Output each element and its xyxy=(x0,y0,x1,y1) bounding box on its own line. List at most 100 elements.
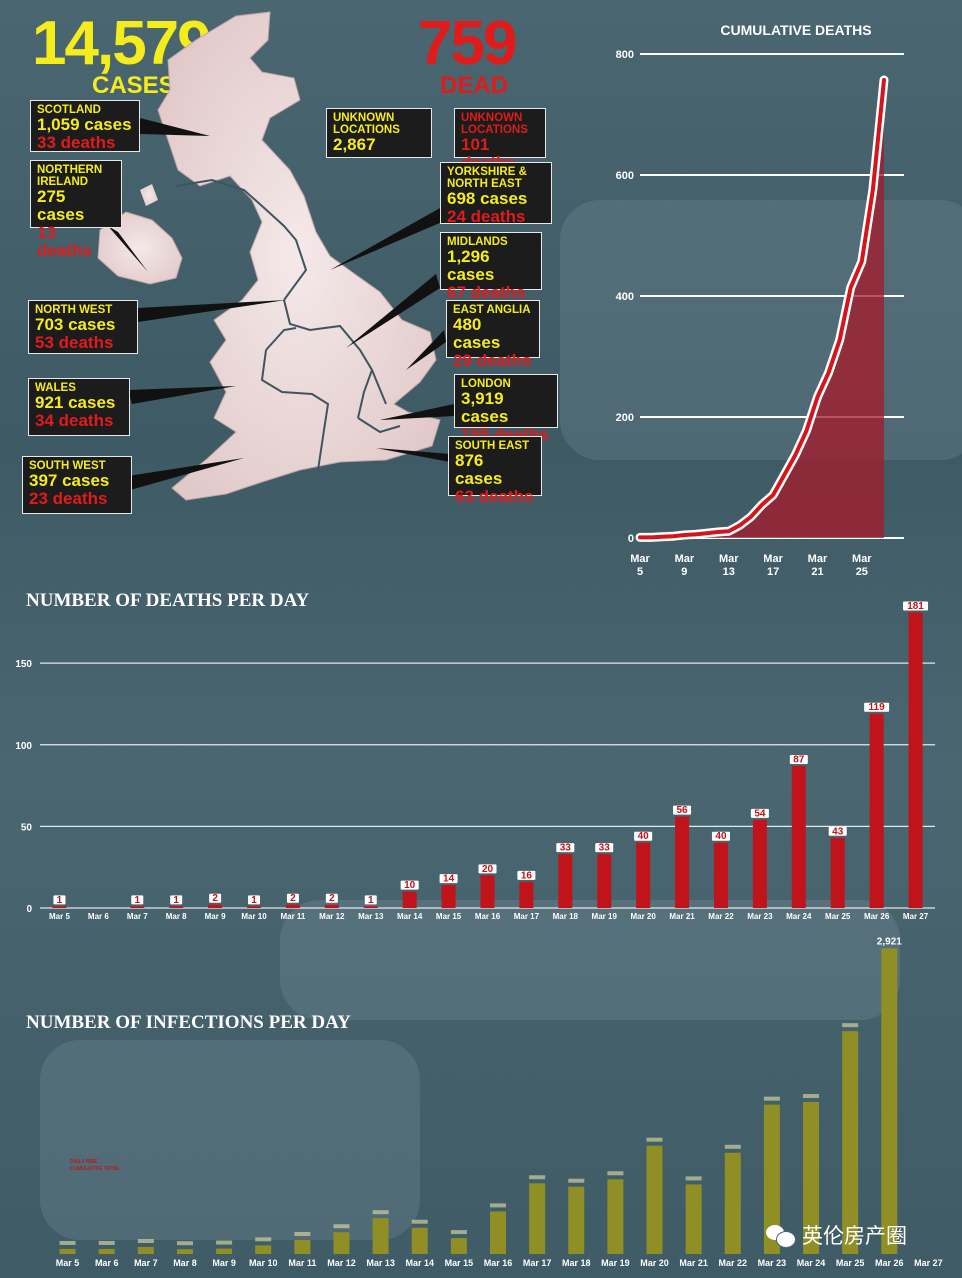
data-label: 1 xyxy=(251,895,257,906)
y-tick-label: 600 xyxy=(616,170,634,182)
x-tick-label: Mar 7 xyxy=(134,1258,158,1268)
data-label: 181 xyxy=(907,601,924,612)
region-deaths: 63 deaths xyxy=(455,487,534,506)
data-label-bg xyxy=(789,754,808,764)
data-label-mark xyxy=(763,1096,780,1101)
x-tick-label: Mar xyxy=(808,553,828,565)
data-label: 16 xyxy=(521,870,533,881)
region-cases: 703 cases xyxy=(35,315,116,334)
x-tick-label: Mar 13 xyxy=(366,1258,395,1268)
infection-bar xyxy=(724,1152,741,1254)
x-tick-label: Mar 26 xyxy=(864,912,890,921)
data-label-bg xyxy=(286,893,299,903)
x-tick-label: Mar 12 xyxy=(327,1258,356,1268)
y-tick-label: 100 xyxy=(15,741,32,752)
data-label-bg xyxy=(517,870,536,880)
x-tick-label: Mar 14 xyxy=(397,912,423,921)
death-bar xyxy=(752,819,767,908)
data-label: 2,921 xyxy=(877,936,902,947)
region-name: NORTHERN IRELAND xyxy=(37,164,103,188)
y-tick-label: 800 xyxy=(616,49,634,61)
data-label: 1 xyxy=(135,895,141,906)
wechat-icon xyxy=(766,1223,796,1248)
data-label-mark xyxy=(646,1137,663,1142)
data-label: 1 xyxy=(57,895,63,906)
infection-bar xyxy=(255,1245,272,1254)
region-name: UNKNOWN LOCATIONS xyxy=(461,112,528,136)
watermark: 英伦房产圈 xyxy=(766,1220,907,1250)
data-label-bg xyxy=(478,864,497,874)
x-tick-label: Mar 20 xyxy=(640,1258,669,1268)
data-label-bg xyxy=(595,843,614,853)
data-label-mark xyxy=(803,1094,820,1099)
x-tick-label: 21 xyxy=(811,566,823,578)
total-dead-label: DEAD xyxy=(440,72,509,99)
x-tick-label: Mar 11 xyxy=(280,912,305,921)
data-label: 40 xyxy=(638,831,650,842)
x-tick-label: Mar xyxy=(630,553,650,565)
x-tick-label: 9 xyxy=(681,566,687,578)
background-shape xyxy=(280,900,900,1020)
region-box-yorkshire: YORKSHIRE & NORTH EAST 698 cases 24 deat… xyxy=(440,162,552,226)
infection-bar xyxy=(411,1227,428,1254)
region-cases: 1,296 cases xyxy=(447,247,495,284)
data-label-mark xyxy=(724,1144,741,1149)
data-label: 1 xyxy=(368,895,374,906)
death-bar xyxy=(519,881,534,908)
x-tick-label: Mar 10 xyxy=(241,912,267,921)
x-tick-label: Mar 25 xyxy=(836,1258,865,1268)
infection-bar xyxy=(607,1179,624,1254)
region-box-unknown-deaths: UNKNOWN LOCATIONS 101 deaths xyxy=(454,108,546,172)
region-cases: 480 cases xyxy=(453,315,501,352)
region-deaths: 67 deaths xyxy=(447,283,526,302)
data-label-mark xyxy=(98,1240,115,1245)
infection-bar xyxy=(646,1145,663,1254)
infection-bar xyxy=(803,1102,820,1254)
x-tick-label: Mar 24 xyxy=(797,1258,826,1268)
data-label-mark xyxy=(59,1240,76,1245)
region-cases: 2,867 xyxy=(333,135,376,154)
region-box-east-anglia: EAST ANGLIA 480 cases 29 deaths xyxy=(446,300,540,370)
y-tick-label: 0 xyxy=(26,904,32,915)
data-label-bg xyxy=(209,893,222,903)
infection-bar xyxy=(881,948,898,1254)
death-bar xyxy=(597,854,612,908)
data-label-bg xyxy=(131,895,144,905)
data-label-mark xyxy=(411,1219,428,1224)
data-label: 2 xyxy=(290,893,296,904)
infection-bar xyxy=(333,1232,350,1254)
watermark-text: 英伦房产圈 xyxy=(802,1224,907,1248)
infection-bar xyxy=(98,1248,115,1254)
x-tick-label: Mar 11 xyxy=(288,1258,316,1268)
x-tick-label: Mar 23 xyxy=(758,1258,787,1268)
region-cases: 876 cases xyxy=(455,451,503,488)
data-label-mark xyxy=(490,1203,506,1208)
infections-chart-title: NUMBER OF INFECTIONS PER DAY xyxy=(26,1012,351,1033)
infection-bar xyxy=(490,1211,506,1254)
data-label-bg xyxy=(903,601,929,611)
region-box-london: LONDON 3,919 cases 155 deaths xyxy=(454,374,558,444)
death-bar xyxy=(441,885,456,908)
data-label: 14 xyxy=(443,874,455,885)
x-tick-label: Mar 18 xyxy=(562,1258,591,1268)
x-tick-label: Mar 13 xyxy=(358,912,384,921)
infection-bar xyxy=(685,1184,702,1254)
infection-bar xyxy=(372,1218,389,1254)
island-shape xyxy=(140,184,158,206)
region-cases: 698 cases xyxy=(447,189,528,208)
data-label: 33 xyxy=(560,843,572,854)
cumulative-area xyxy=(640,80,884,538)
legend-note: DAILY RISE xyxy=(70,1159,98,1165)
data-label-bg xyxy=(53,895,66,905)
data-label: 2 xyxy=(212,893,218,904)
cumulative-line xyxy=(638,78,886,540)
data-label: 56 xyxy=(677,805,689,816)
region-deaths: 23 deaths xyxy=(29,489,108,508)
x-tick-label: 17 xyxy=(767,566,779,578)
y-tick-label: 0 xyxy=(628,533,634,545)
death-bar xyxy=(208,904,223,908)
death-bar xyxy=(402,891,417,908)
region-cases: 397 cases xyxy=(29,471,110,490)
death-bar xyxy=(869,713,884,908)
